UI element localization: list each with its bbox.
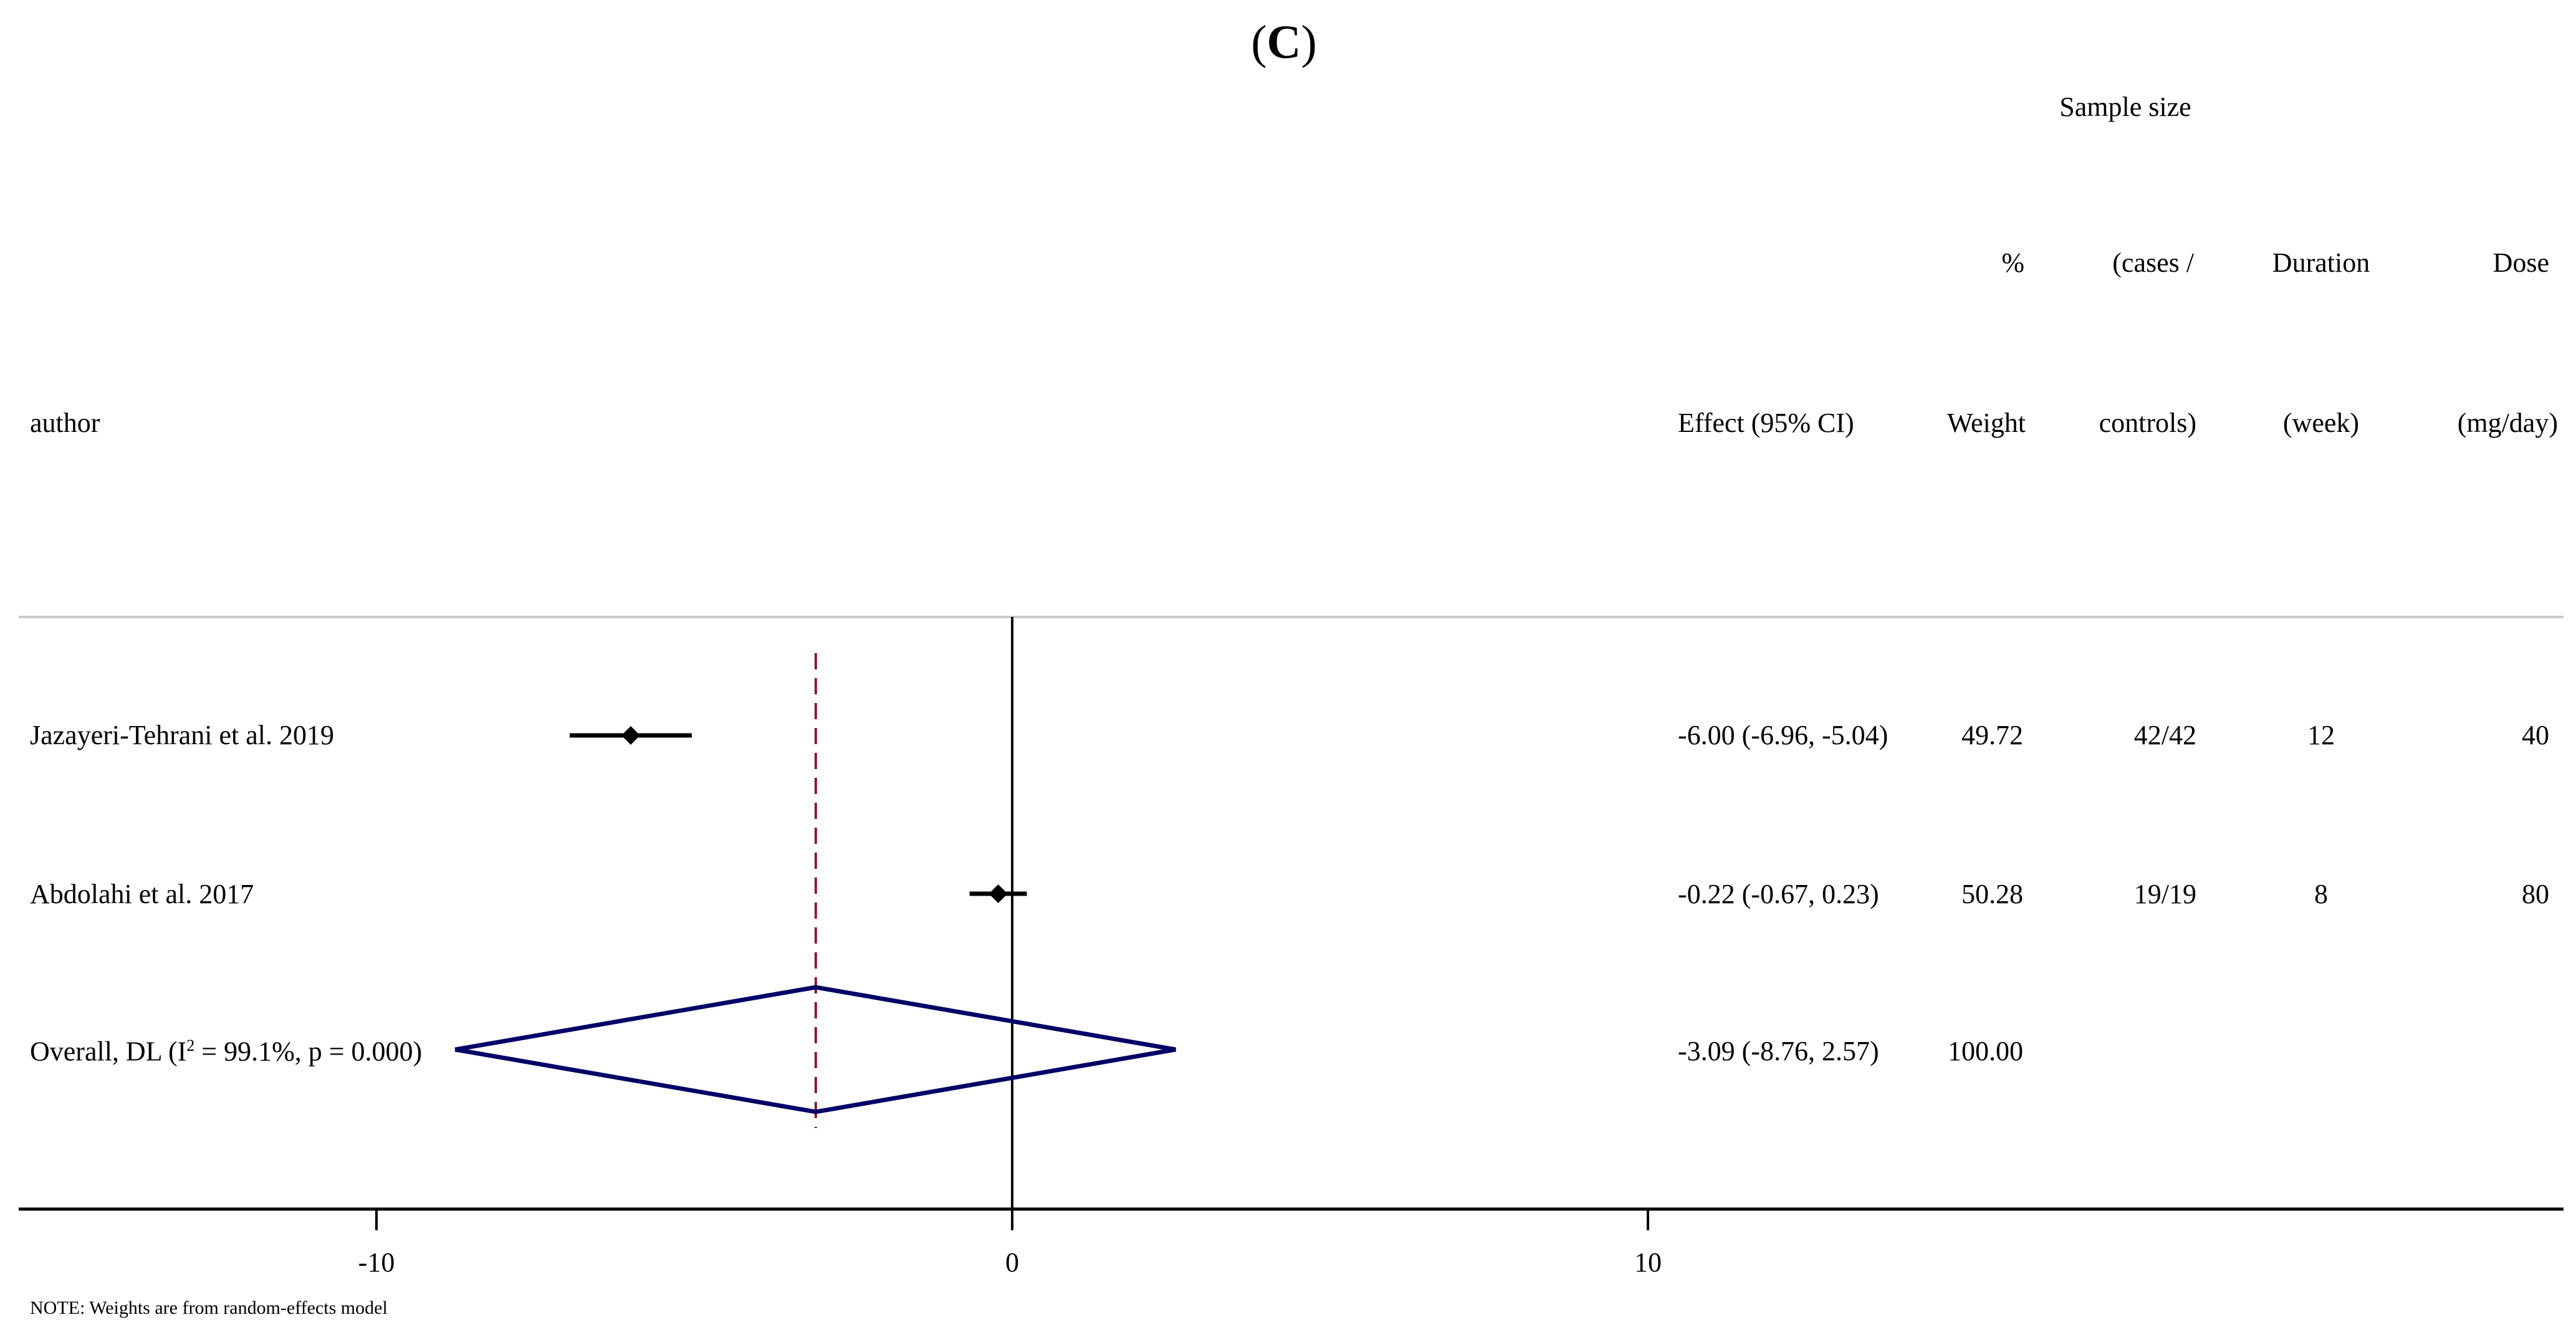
col-header-sample-line2: (cases / xyxy=(2112,247,2194,278)
x-tick-label: -10 xyxy=(358,1247,395,1278)
x-axis-ticks: -10 0 10 xyxy=(358,1209,1662,1278)
overall-weight: 100.00 xyxy=(1948,1036,2023,1066)
overall-diamond xyxy=(454,985,1176,1114)
study-effect-ci: -0.22 (-0.67, 0.23) xyxy=(1678,879,1879,909)
study-duration: 12 xyxy=(2307,720,2335,750)
study-weight: 49.72 xyxy=(1961,720,2023,750)
col-header-effect: Effect (95% CI) xyxy=(1678,408,1854,438)
overall-label: Overall, DL (I2 = 99.1%, p = 0.000) xyxy=(30,1038,422,1066)
col-header-duration-line2: (week) xyxy=(2282,408,2360,438)
col-header-weight-line1: % xyxy=(2001,247,2024,278)
col-header-sample-line3: controls) xyxy=(2099,408,2196,438)
study-weight: 50.28 xyxy=(1961,879,2023,909)
col-header-weight-line2: Weight xyxy=(1947,408,2026,438)
overall-effect-ci: -3.09 (-8.76, 2.57) xyxy=(1678,1036,1879,1066)
study-duration: 8 xyxy=(2314,879,2328,909)
study-point-estimate xyxy=(621,726,640,745)
overall-label-superscript: 2 xyxy=(186,1036,195,1055)
footnote: NOTE: Weights are from random-effects mo… xyxy=(30,1298,388,1318)
study-label: Jazayeri-Tehrani et al. 2019 xyxy=(30,720,335,750)
col-header-duration-line1: Duration xyxy=(2272,247,2370,278)
col-header-dose-line1: Dose xyxy=(2492,247,2549,278)
study-sample-size: 19/19 xyxy=(2133,879,2196,909)
study-effect-ci: -6.00 (-6.96, -5.04) xyxy=(1678,720,1889,750)
study-sample-size: 42/42 xyxy=(2133,720,2196,750)
x-tick-label: 0 xyxy=(1005,1247,1019,1278)
col-header-dose-line2: (mg/day) xyxy=(2457,408,2558,438)
x-tick-label: 10 xyxy=(1634,1247,1662,1278)
panel-title: (C) xyxy=(1251,16,1317,69)
col-header-sample-line1: Sample size xyxy=(2059,92,2191,122)
overall-label-prefix: Overall, DL (I xyxy=(30,1036,187,1067)
overall-label-suffix: = 99.1%, p = 0.000) xyxy=(194,1036,423,1067)
panel-letter: C xyxy=(1266,16,1301,69)
study-dose: 40 xyxy=(2522,720,2549,750)
study-markers xyxy=(570,726,1027,903)
study-label: Abdolahi et al. 2017 xyxy=(30,879,254,909)
study-point-estimate xyxy=(989,884,1008,903)
col-header-author: author xyxy=(30,408,100,438)
study-dose: 80 xyxy=(2522,879,2549,909)
